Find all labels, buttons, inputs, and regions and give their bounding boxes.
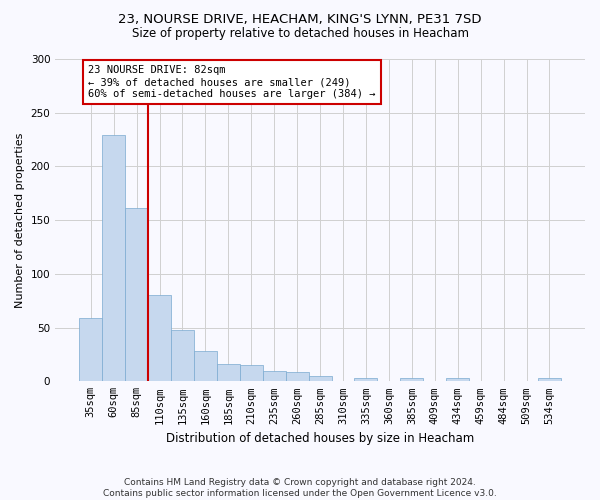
Bar bbox=[286, 372, 308, 382]
Bar bbox=[355, 378, 377, 382]
Bar bbox=[240, 365, 263, 382]
Bar bbox=[400, 378, 423, 382]
Bar bbox=[194, 351, 217, 382]
Bar bbox=[102, 136, 125, 382]
Text: Contains HM Land Registry data © Crown copyright and database right 2024.
Contai: Contains HM Land Registry data © Crown c… bbox=[103, 478, 497, 498]
Y-axis label: Number of detached properties: Number of detached properties bbox=[15, 132, 25, 308]
Bar bbox=[308, 376, 332, 382]
Bar bbox=[125, 208, 148, 382]
Text: 23 NOURSE DRIVE: 82sqm
← 39% of detached houses are smaller (249)
60% of semi-de: 23 NOURSE DRIVE: 82sqm ← 39% of detached… bbox=[88, 66, 376, 98]
Bar bbox=[171, 330, 194, 382]
Text: Size of property relative to detached houses in Heacham: Size of property relative to detached ho… bbox=[131, 28, 469, 40]
Bar bbox=[148, 296, 171, 382]
Bar bbox=[263, 370, 286, 382]
Text: 23, NOURSE DRIVE, HEACHAM, KING'S LYNN, PE31 7SD: 23, NOURSE DRIVE, HEACHAM, KING'S LYNN, … bbox=[118, 12, 482, 26]
Bar bbox=[217, 364, 240, 382]
Bar bbox=[446, 378, 469, 382]
Bar bbox=[538, 378, 561, 382]
X-axis label: Distribution of detached houses by size in Heacham: Distribution of detached houses by size … bbox=[166, 432, 474, 445]
Bar bbox=[79, 318, 102, 382]
